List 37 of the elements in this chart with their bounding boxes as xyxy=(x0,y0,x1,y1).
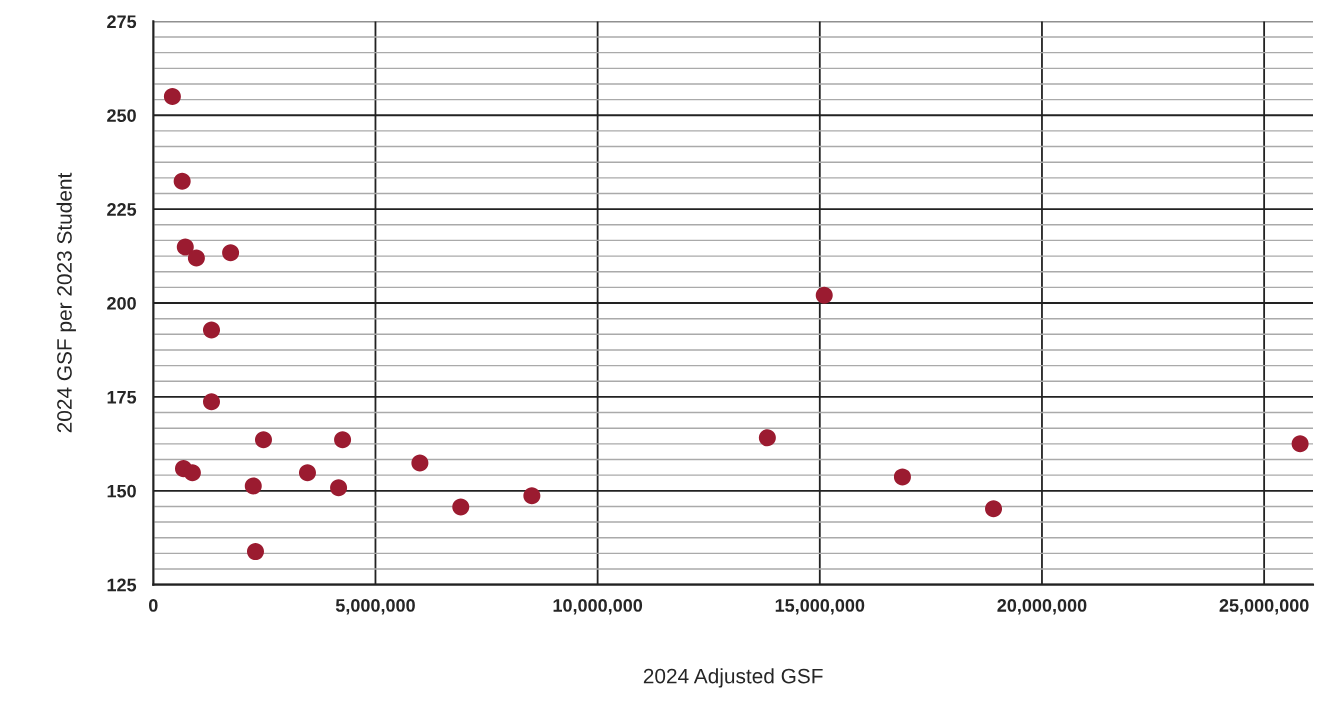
point xyxy=(163,87,181,105)
point xyxy=(176,238,194,256)
point xyxy=(452,498,470,516)
y-axis-title: 2024 GSF per 2023 Student xyxy=(56,172,76,433)
point xyxy=(758,429,776,447)
point xyxy=(183,464,201,482)
y-tick-label: 150 xyxy=(107,484,136,498)
point xyxy=(246,543,264,561)
point xyxy=(893,468,911,486)
x-tick-label: 10,000,000 xyxy=(553,599,643,615)
point xyxy=(985,500,1003,518)
point xyxy=(330,479,348,497)
x-tick-label: 5,000,000 xyxy=(335,599,415,615)
y-tick-label: 225 xyxy=(107,203,137,216)
point xyxy=(203,321,221,339)
y-tick-label: 275 xyxy=(107,15,137,29)
x-tick-label: 25,000,000 xyxy=(1219,599,1309,615)
point xyxy=(203,393,221,411)
y-tick-label: 250 xyxy=(107,109,136,122)
y-tick-label: 175 xyxy=(107,391,137,404)
x-tick-label: 15,000,000 xyxy=(775,599,865,615)
point xyxy=(815,286,833,304)
point xyxy=(254,431,272,449)
point xyxy=(411,454,429,472)
point xyxy=(244,477,262,495)
point xyxy=(173,172,191,190)
point xyxy=(1291,435,1309,453)
y-tick-label: 125 xyxy=(107,578,137,592)
point xyxy=(334,431,352,449)
x-axis-title: 2024 Adjusted GSF xyxy=(643,668,823,688)
point xyxy=(222,244,240,262)
point xyxy=(187,249,205,267)
x-tick-label: 20,000,000 xyxy=(997,599,1087,615)
point xyxy=(298,464,316,482)
y-tick-label: 200 xyxy=(107,296,136,310)
point xyxy=(523,487,541,505)
x-tick-label: 0 xyxy=(148,599,158,612)
